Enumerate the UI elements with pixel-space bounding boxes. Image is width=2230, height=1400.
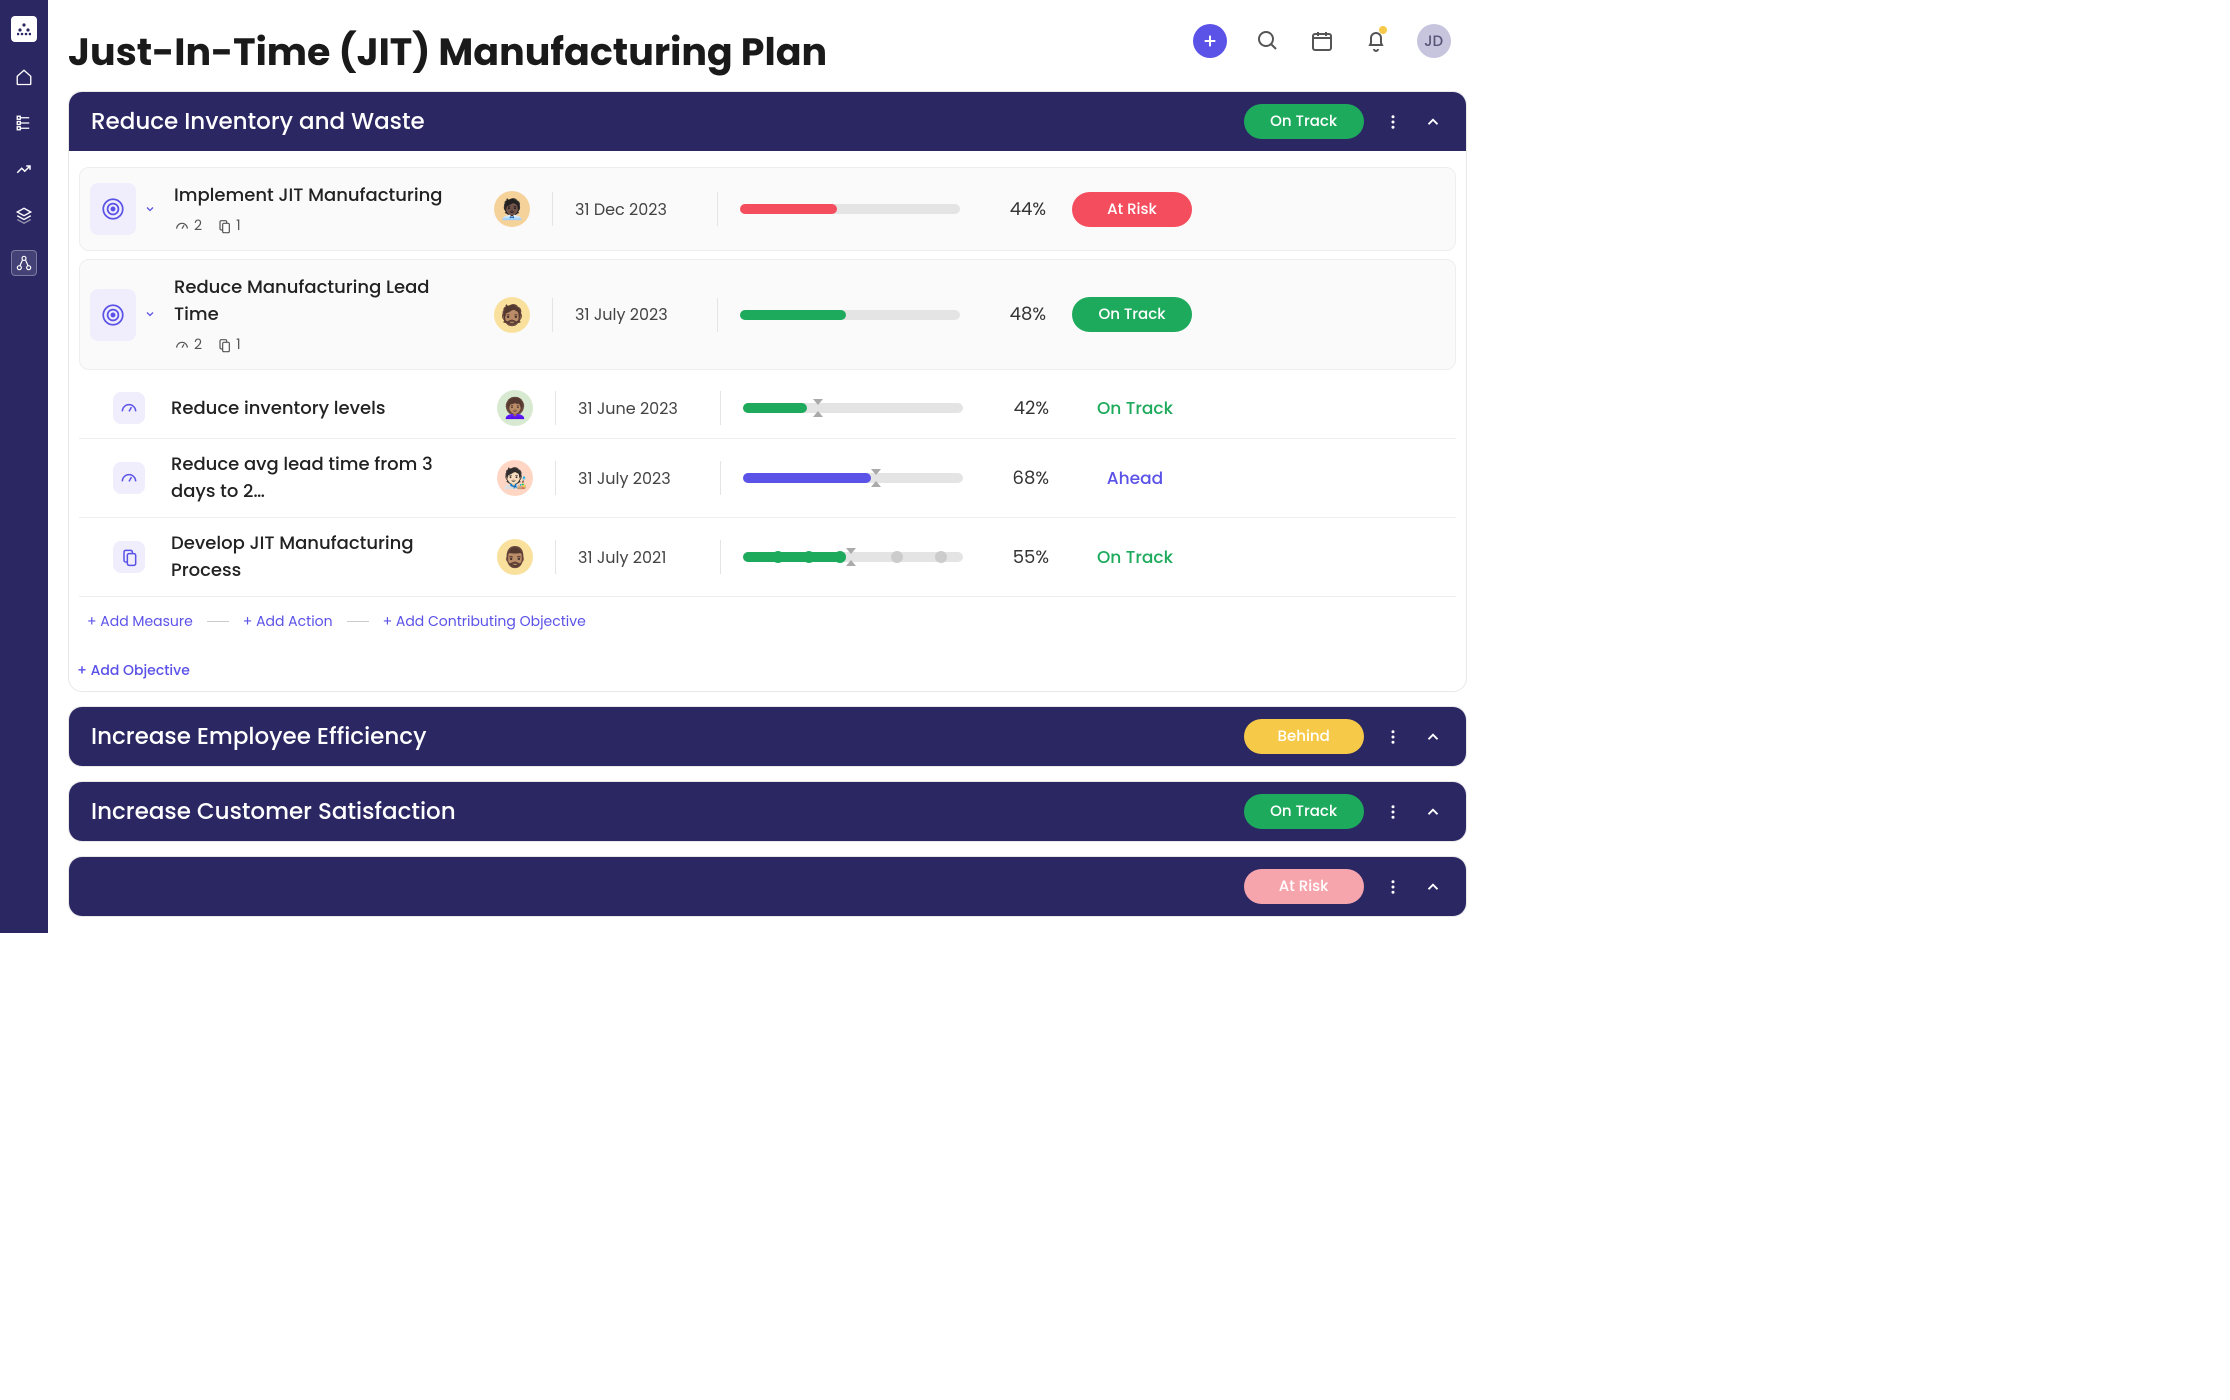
add-measure-link[interactable]: + Add Measure <box>87 611 193 632</box>
goal-type-icon <box>113 392 145 424</box>
home-icon[interactable] <box>13 66 35 88</box>
goal-row[interactable]: Reduce avg lead time from 3 days to 2… 🧑… <box>79 439 1456 518</box>
status-pill: On Track <box>1244 794 1364 829</box>
percent-label: 68% <box>979 465 1049 492</box>
objective-card: Increase Customer Satisfaction On Track <box>68 781 1467 842</box>
owner-avatar[interactable]: 🧔🏽‍♂️ <box>497 539 533 575</box>
nodes-icon[interactable] <box>11 250 37 276</box>
more-button[interactable] <box>1382 801 1404 823</box>
more-button[interactable] <box>1382 876 1404 898</box>
add-button[interactable] <box>1193 24 1227 58</box>
card-title: Increase Employee Efficiency <box>91 720 426 754</box>
due-date: 31 July 2023 <box>578 466 698 491</box>
goal-title: Develop JIT Manufacturing Process <box>171 530 481 584</box>
status-pill: On Track <box>1244 104 1364 139</box>
progress-bar <box>743 473 963 483</box>
status-text: On Track <box>1075 395 1195 421</box>
percent-label: 55% <box>979 544 1049 571</box>
progress-bar <box>743 552 963 562</box>
card-title: Increase Customer Satisfaction <box>91 795 456 829</box>
goal-type-icon <box>90 183 136 235</box>
trend-icon[interactable] <box>13 158 35 180</box>
goal-title: Reduce inventory levels <box>171 395 481 422</box>
goal-type-icon <box>90 289 136 341</box>
add-contrib-link[interactable]: + Add Contributing Objective <box>383 611 586 632</box>
goal-type-icon <box>113 462 145 494</box>
bell-icon[interactable] <box>1363 28 1389 54</box>
status-pill: On Track <box>1072 297 1192 332</box>
percent-label: 44% <box>976 196 1046 223</box>
layers-icon[interactable] <box>13 204 35 226</box>
owner-avatar[interactable]: 🧔🏽 <box>494 297 530 333</box>
goal-row[interactable]: Develop JIT Manufacturing Process 🧔🏽‍♂️ … <box>79 518 1456 597</box>
card-header: Increase Customer Satisfaction On Track <box>69 782 1466 841</box>
status-text: Ahead <box>1075 465 1195 491</box>
card-header: Reduce Inventory and Waste On Track <box>69 92 1466 151</box>
tree-icon[interactable] <box>13 112 35 134</box>
due-date: 31 June 2023 <box>578 396 698 421</box>
add-objective-link[interactable]: + Add Objective <box>77 660 190 680</box>
status-pill: At Risk <box>1072 192 1192 227</box>
progress-bar <box>740 204 960 214</box>
due-date: 31 July 2021 <box>578 545 698 570</box>
card-title: Reduce Inventory and Waste <box>91 105 425 139</box>
status-pill: At Risk <box>1244 869 1364 904</box>
owner-avatar[interactable]: 🧑🏿‍💼 <box>494 191 530 227</box>
page-title: Just-In-Time (JIT) Manufacturing Plan <box>68 24 827 81</box>
progress-bar <box>740 310 960 320</box>
goal-title: Implement JIT Manufacturing <box>174 182 478 209</box>
goal-title: Reduce avg lead time from 3 days to 2… <box>171 451 481 505</box>
goal-title: Reduce Manufacturing Lead Time <box>174 274 478 328</box>
card-header: At Risk <box>69 857 1466 916</box>
collapse-button[interactable] <box>1422 726 1444 748</box>
percent-label: 48% <box>976 301 1046 328</box>
goal-type-icon <box>113 541 145 573</box>
owner-avatar[interactable]: 👩🏽‍🦱 <box>497 390 533 426</box>
owner-avatar[interactable]: 🧑🏻‍🎨 <box>497 460 533 496</box>
topbar: Just-In-Time (JIT) Manufacturing Plan JD <box>48 0 1487 91</box>
goal-row[interactable]: Implement JIT Manufacturing 21 🧑🏿‍💼 31 D… <box>79 167 1456 251</box>
collapse-button[interactable] <box>1422 111 1444 133</box>
calendar-icon[interactable] <box>1309 28 1335 54</box>
sidebar <box>0 0 48 933</box>
content: Reduce Inventory and Waste On Track Impl… <box>48 91 1487 933</box>
add-action-link[interactable]: + Add Action <box>243 611 333 632</box>
progress-bar <box>743 403 963 413</box>
user-avatar[interactable]: JD <box>1417 24 1451 58</box>
objective-card: Increase Employee Efficiency Behind <box>68 706 1467 767</box>
more-button[interactable] <box>1382 111 1404 133</box>
status-text: On Track <box>1075 544 1195 570</box>
goal-row[interactable]: Reduce Manufacturing Lead Time 21 🧔🏽 31 … <box>79 259 1456 370</box>
due-date: 31 July 2023 <box>575 302 695 327</box>
search-icon[interactable] <box>1255 28 1281 54</box>
status-pill: Behind <box>1244 719 1364 754</box>
logo[interactable] <box>11 16 37 42</box>
due-date: 31 Dec 2023 <box>575 197 695 222</box>
more-button[interactable] <box>1382 726 1404 748</box>
objective-card: Reduce Inventory and Waste On Track Impl… <box>68 91 1467 692</box>
card-header: Increase Employee Efficiency Behind <box>69 707 1466 766</box>
collapse-button[interactable] <box>1422 801 1444 823</box>
collapse-button[interactable] <box>1422 876 1444 898</box>
percent-label: 42% <box>979 395 1049 422</box>
goal-row[interactable]: Reduce inventory levels 👩🏽‍🦱 31 June 202… <box>79 378 1456 439</box>
objective-card: At Risk <box>68 856 1467 917</box>
